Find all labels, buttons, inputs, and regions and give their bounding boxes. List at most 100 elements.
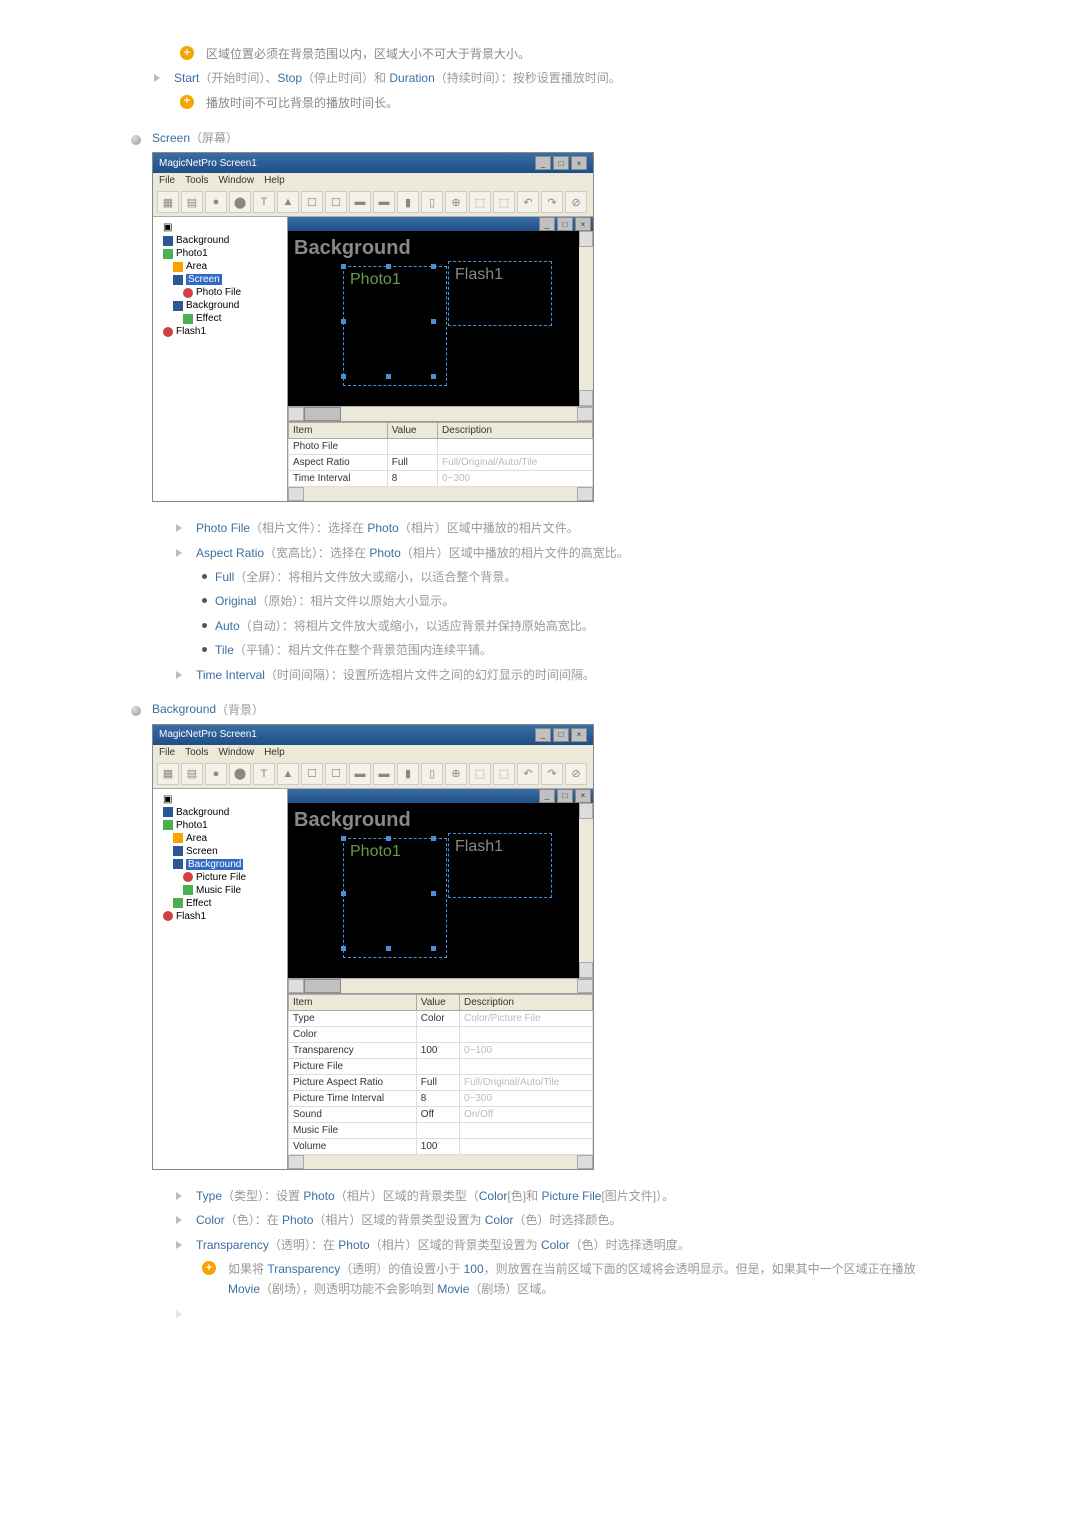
tree-node[interactable]: Area	[155, 832, 285, 845]
inner-maximize-button[interactable]: □	[557, 217, 573, 231]
vertical-scrollbar[interactable]	[579, 803, 593, 978]
resize-handle[interactable]	[431, 319, 436, 324]
toolbar-button[interactable]: ↷	[541, 763, 563, 785]
vertical-scrollbar[interactable]	[579, 231, 593, 406]
prop-header[interactable]: Item	[289, 994, 417, 1010]
toolbar-button[interactable]: ▦	[157, 191, 179, 213]
resize-handle[interactable]	[431, 264, 436, 269]
prop-row[interactable]: Color	[289, 1026, 593, 1042]
toolbar-button[interactable]: ☐	[325, 763, 347, 785]
toolbar-button[interactable]: ▯	[421, 191, 443, 213]
toolbar-button[interactable]: ▮	[397, 763, 419, 785]
toolbar-button[interactable]: ⬚	[469, 763, 491, 785]
menu-item[interactable]: Window	[218, 747, 254, 758]
toolbar-button[interactable]: ●	[205, 191, 227, 213]
prop-header[interactable]: Description	[438, 423, 593, 439]
titlebar[interactable]: MagicNetPro Screen1_□×	[153, 153, 593, 173]
resize-handle[interactable]	[341, 264, 346, 269]
tree-node[interactable]: Screen	[155, 845, 285, 858]
inner-close-button[interactable]: ×	[575, 789, 591, 803]
prop-value[interactable]	[387, 439, 437, 455]
menu-item[interactable]: File	[159, 175, 175, 186]
prop-value[interactable]	[416, 1026, 459, 1042]
close-button[interactable]: ×	[571, 156, 587, 170]
tree-node[interactable]: Background	[155, 234, 285, 247]
prop-row[interactable]: Picture File	[289, 1058, 593, 1074]
tree-node[interactable]: Flash1	[155, 325, 285, 338]
tree-node[interactable]: Background	[155, 806, 285, 819]
inner-minimize-button[interactable]: _	[539, 789, 555, 803]
prop-row[interactable]: Music File	[289, 1122, 593, 1138]
tree-node[interactable]: Background	[155, 299, 285, 312]
tree-node[interactable]: Photo1	[155, 247, 285, 260]
toolbar-button[interactable]: ☐	[301, 763, 323, 785]
prop-header[interactable]: Item	[289, 423, 388, 439]
resize-handle[interactable]	[431, 946, 436, 951]
prop-row[interactable]: TypeColorColor/Picture File	[289, 1010, 593, 1026]
toolbar-button[interactable]: ⬤	[229, 191, 251, 213]
prop-scrollbar[interactable]	[288, 487, 593, 501]
prop-scrollbar[interactable]	[288, 1155, 593, 1169]
toolbar-button[interactable]: ↶	[517, 763, 539, 785]
close-button[interactable]: ×	[571, 728, 587, 742]
tree-node[interactable]: Music File	[155, 884, 285, 897]
toolbar-button[interactable]: ⊘	[565, 763, 587, 785]
resize-handle[interactable]	[431, 891, 436, 896]
menu-item[interactable]: Help	[264, 175, 285, 186]
minimize-button[interactable]: _	[535, 156, 551, 170]
prop-value[interactable]	[416, 1058, 459, 1074]
toolbar-button[interactable]: ▮	[397, 191, 419, 213]
resize-handle[interactable]	[386, 264, 391, 269]
resize-handle[interactable]	[341, 891, 346, 896]
prop-value[interactable]	[416, 1122, 459, 1138]
prop-row[interactable]: Photo File	[289, 439, 593, 455]
menu-item[interactable]: Tools	[185, 747, 208, 758]
resize-handle[interactable]	[341, 319, 346, 324]
resize-handle[interactable]	[431, 836, 436, 841]
inner-maximize-button[interactable]: □	[557, 789, 573, 803]
canvas-region[interactable]: Flash1	[448, 261, 552, 326]
prop-row[interactable]: Picture Aspect RatioFullFull/Original/Au…	[289, 1074, 593, 1090]
resize-handle[interactable]	[386, 836, 391, 841]
resize-handle[interactable]	[341, 374, 346, 379]
titlebar[interactable]: MagicNetPro Screen1_□×	[153, 725, 593, 745]
toolbar-button[interactable]: ●	[205, 763, 227, 785]
minimize-button[interactable]: _	[535, 728, 551, 742]
tree-node[interactable]: Picture File	[155, 871, 285, 884]
inner-minimize-button[interactable]: _	[539, 217, 555, 231]
toolbar-button[interactable]: ⬤	[229, 763, 251, 785]
toolbar-button[interactable]: T	[253, 191, 275, 213]
toolbar-button[interactable]: ▲	[277, 191, 299, 213]
prop-value[interactable]: 8	[387, 471, 437, 487]
toolbar-button[interactable]: ⬚	[493, 191, 515, 213]
canvas-region[interactable]: Photo1	[343, 838, 447, 958]
toolbar-button[interactable]: T	[253, 763, 275, 785]
tree-node[interactable]: Screen	[155, 273, 285, 286]
toolbar-button[interactable]: ⊕	[445, 763, 467, 785]
toolbar-button[interactable]: ▬	[349, 763, 371, 785]
menu-item[interactable]: Help	[264, 747, 285, 758]
tree-node[interactable]: Flash1	[155, 910, 285, 923]
canvas[interactable]: BackgroundPhoto1Flash1	[288, 803, 579, 978]
toolbar-button[interactable]: ▤	[181, 191, 203, 213]
toolbar-button[interactable]: ⊕	[445, 191, 467, 213]
tree-node[interactable]: Photo1	[155, 819, 285, 832]
prop-row[interactable]: Aspect RatioFullFull/Original/Auto/Tile	[289, 455, 593, 471]
tree-node[interactable]: Effect	[155, 312, 285, 325]
prop-header[interactable]: Description	[459, 994, 592, 1010]
tree-node[interactable]: Photo File	[155, 286, 285, 299]
prop-value[interactable]: 8	[416, 1090, 459, 1106]
toolbar-button[interactable]: ▬	[373, 191, 395, 213]
canvas-region[interactable]: Photo1	[343, 266, 447, 386]
resize-handle[interactable]	[341, 946, 346, 951]
menu-item[interactable]: Tools	[185, 175, 208, 186]
prop-header[interactable]: Value	[387, 423, 437, 439]
canvas[interactable]: BackgroundPhoto1Flash1	[288, 231, 579, 406]
prop-row[interactable]: SoundOffOn/Off	[289, 1106, 593, 1122]
tree-node[interactable]: Area	[155, 260, 285, 273]
toolbar-button[interactable]: ⬚	[493, 763, 515, 785]
prop-row[interactable]: Transparency1000~100	[289, 1042, 593, 1058]
toolbar-button[interactable]: ▤	[181, 763, 203, 785]
prop-value[interactable]: Color	[416, 1010, 459, 1026]
horizontal-scrollbar[interactable]	[288, 978, 593, 993]
